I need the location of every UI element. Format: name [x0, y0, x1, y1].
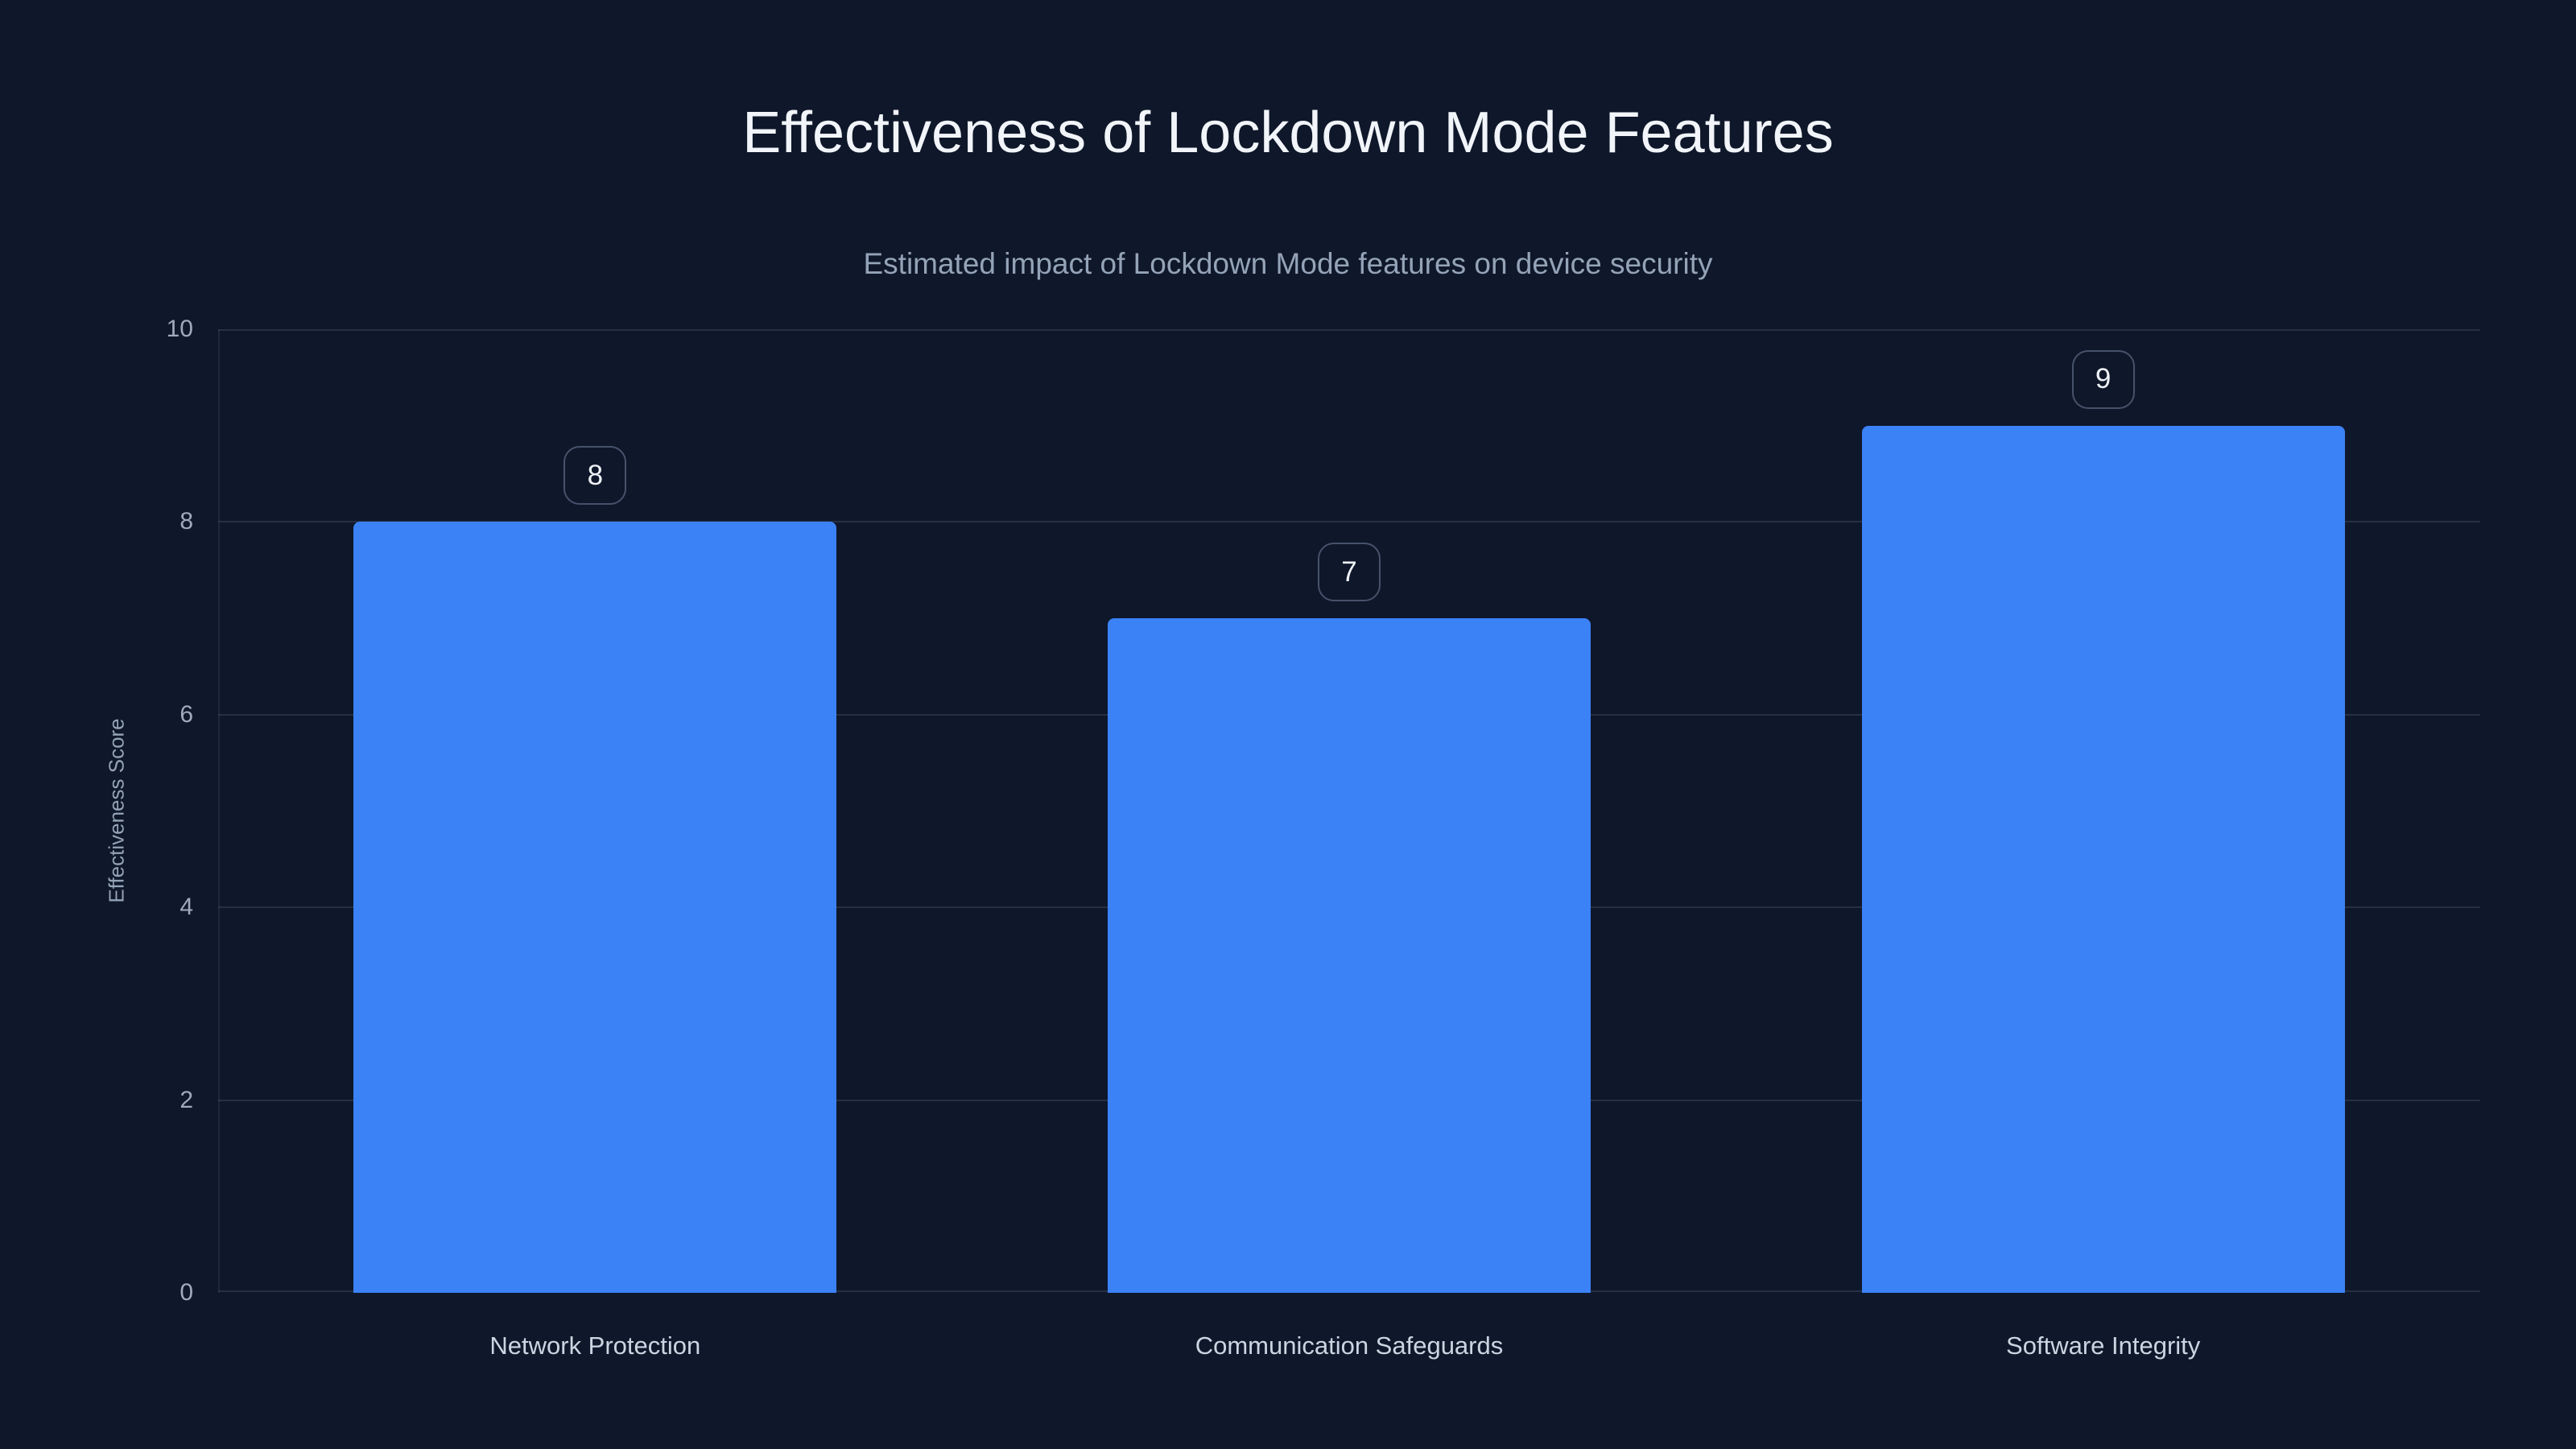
y-tick-8: 8: [180, 508, 193, 535]
y-tick-10: 10: [166, 316, 193, 342]
y-tick-0: 0: [180, 1279, 193, 1306]
value-badge-network-protection: 8: [564, 446, 627, 506]
value-badge-software-integrity: 9: [2071, 349, 2135, 409]
chart-subtitle: Estimated impact of Lockdown Mode featur…: [863, 247, 1713, 280]
y-tick-6: 6: [180, 700, 193, 728]
bar-network-protection: [353, 522, 837, 1293]
x-label-software-integrity: Software Integrity: [2006, 1331, 2201, 1360]
gridline-10: [218, 329, 2480, 331]
plot-area: 8 7 9: [218, 329, 2480, 1293]
chart-title: Effectiveness of Lockdown Mode Features: [742, 101, 1834, 165]
bar-group-software-integrity: 9: [1726, 329, 2480, 1293]
gridline-8: [218, 521, 2480, 523]
y-tick-4: 4: [180, 894, 193, 921]
bar-group-network-protection: 8: [218, 329, 972, 1293]
x-label-communication-safeguards: Communication Safeguards: [1195, 1331, 1504, 1360]
bar-communication-safeguards: [1107, 618, 1591, 1293]
x-label-network-protection: Network Protection: [489, 1331, 701, 1360]
bar-software-integrity: [1861, 425, 2345, 1293]
y-axis-line: [218, 329, 220, 1293]
y-axis-title: Effectiveness Score: [104, 718, 129, 903]
value-badge-communication-safeguards: 7: [1317, 543, 1381, 602]
bar-group-communication-safeguards: 7: [972, 329, 1727, 1293]
y-tick-2: 2: [180, 1086, 193, 1113]
